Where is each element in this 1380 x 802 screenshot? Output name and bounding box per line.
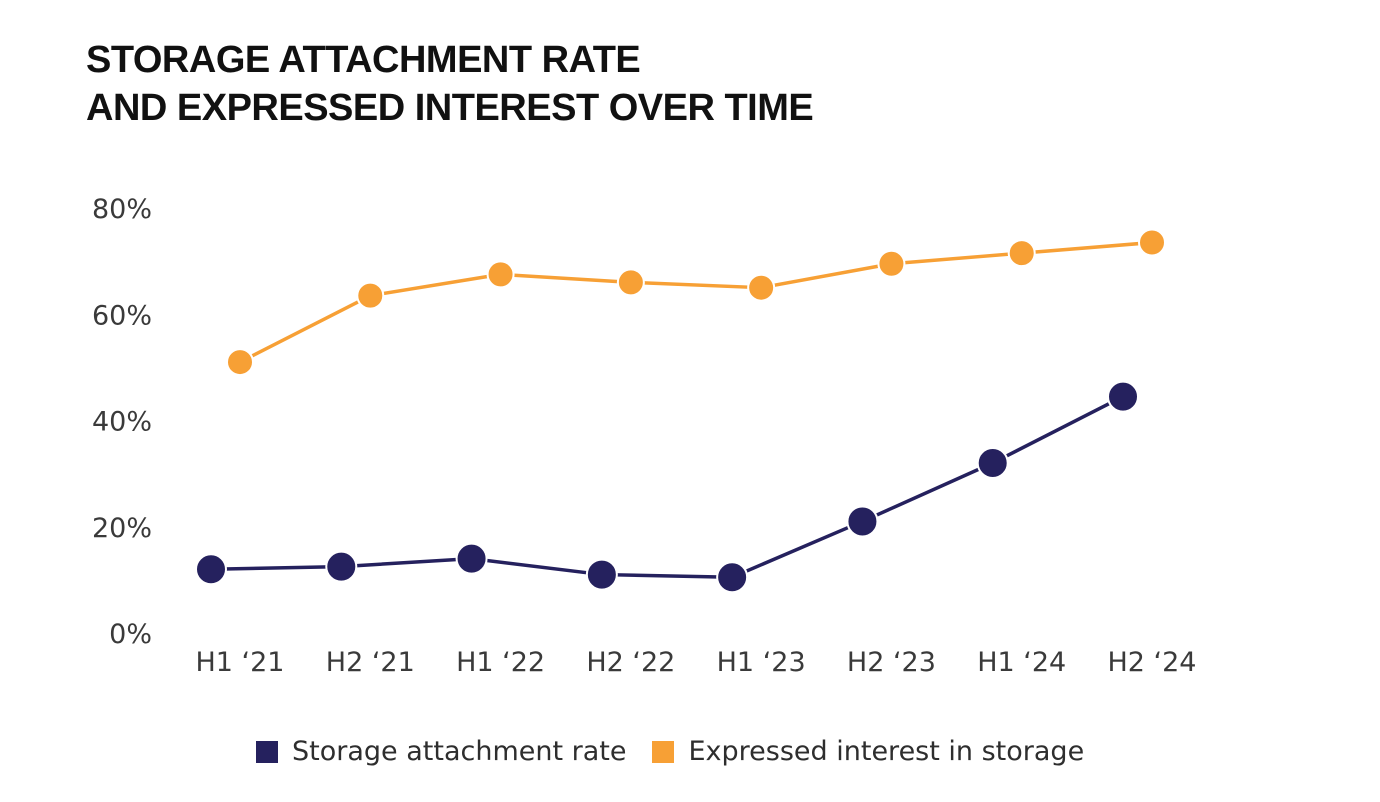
legend-swatch-interest xyxy=(652,740,675,763)
legend-label-attachment: Storage attachment rate xyxy=(292,736,627,767)
legend-item-attachment: Storage attachment rate xyxy=(256,736,626,767)
data-point xyxy=(1007,239,1036,268)
data-point xyxy=(616,268,645,297)
data-point xyxy=(356,281,385,310)
data-point xyxy=(585,558,618,591)
data-point xyxy=(1107,380,1139,413)
data-point xyxy=(325,550,358,583)
y-tick-label: 0% xyxy=(109,619,152,650)
legend: Storage attachment rate Expressed intere… xyxy=(256,736,1110,767)
data-point xyxy=(747,273,776,302)
data-point xyxy=(976,447,1009,479)
data-point xyxy=(455,542,488,575)
data-point xyxy=(1138,228,1166,257)
series-expressed-interest xyxy=(226,228,1166,377)
x-tick-label: H1 ‘23 xyxy=(717,647,806,678)
x-tick-label: H1 ‘22 xyxy=(456,647,545,678)
data-point xyxy=(226,348,254,377)
data-point xyxy=(877,249,906,278)
legend-label-interest: Expressed interest in storage xyxy=(688,736,1085,767)
data-point xyxy=(486,260,515,289)
y-tick-label: 80% xyxy=(92,194,152,225)
x-tick-label: H2 ‘21 xyxy=(326,647,415,678)
y-tick-label: 60% xyxy=(92,300,152,331)
chart-title-line-1: STORAGE ATTACHMENT RATE xyxy=(86,39,641,81)
y-axis-ticks: 0% 20% 40% 60% 80% xyxy=(92,194,152,650)
chart-title-line-2: AND EXPRESSED INTEREST OVER TIME xyxy=(86,87,814,129)
series-line xyxy=(239,240,1153,364)
y-tick-label: 40% xyxy=(92,407,152,438)
series-attachment-rate xyxy=(195,380,1139,594)
data-point xyxy=(195,553,227,586)
series-layer xyxy=(195,228,1166,594)
x-tick-label: H2 ‘22 xyxy=(586,647,675,678)
chart-title: STORAGE ATTACHMENT RATE AND EXPRESSED IN… xyxy=(86,36,814,132)
series-line xyxy=(210,395,1124,579)
x-tick-label: H2 ‘23 xyxy=(847,647,936,678)
y-tick-label: 20% xyxy=(92,513,152,544)
x-tick-label: H1 ‘21 xyxy=(195,647,284,678)
legend-item-interest: Expressed interest in storage xyxy=(652,736,1084,767)
x-tick-label: H1 ‘24 xyxy=(977,647,1066,678)
data-point xyxy=(846,505,879,538)
x-tick-label: H2 ‘24 xyxy=(1107,647,1196,678)
legend-swatch-attachment xyxy=(256,740,278,763)
x-axis-ticks: H1 ‘21 H2 ‘21 H1 ‘22 H2 ‘22 H1 ‘23 H2 ‘23 H1 ‘… xyxy=(195,647,1196,678)
data-point xyxy=(716,561,749,594)
